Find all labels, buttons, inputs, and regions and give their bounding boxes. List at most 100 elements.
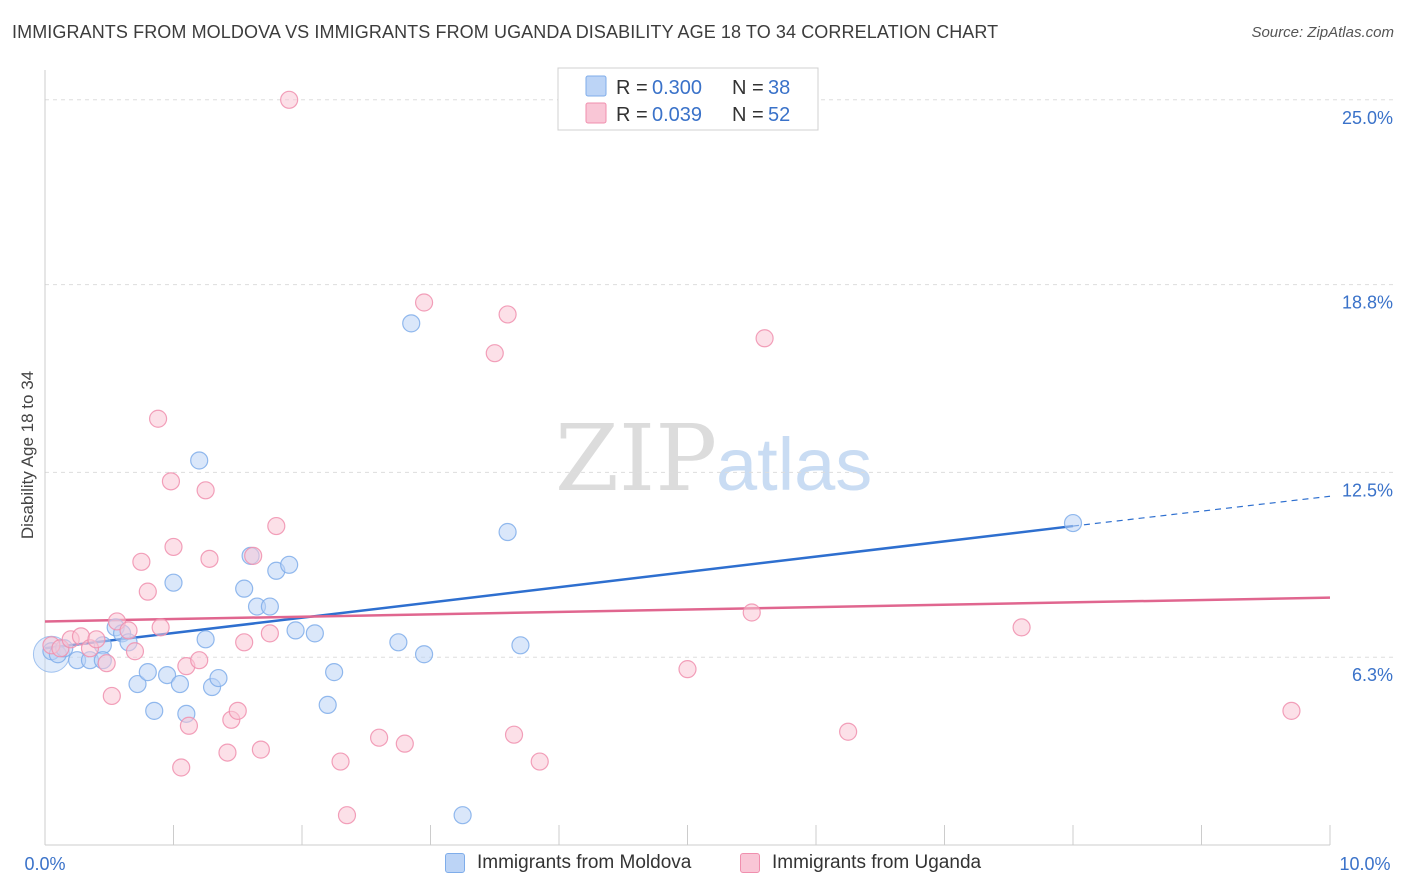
bottom-legend-moldova: Immigrants from Moldova <box>445 852 691 874</box>
uganda-trend-line <box>44 596 1331 623</box>
x-tick-label-min: 0.0% <box>24 854 65 874</box>
legend-uganda-n-label: N = <box>732 104 764 126</box>
uganda-point <box>742 603 761 622</box>
uganda-point <box>119 621 138 640</box>
moldova-point <box>305 624 324 643</box>
uganda-point <box>172 758 191 777</box>
moldova-point <box>190 451 209 470</box>
uganda-point <box>498 305 517 324</box>
uganda-point <box>251 740 270 759</box>
legend-uganda-r-value: 0.039 <box>652 104 702 126</box>
uganda-point <box>244 546 263 565</box>
x-tick-label-max: 10.0% <box>1339 854 1390 874</box>
uganda-point <box>164 537 183 557</box>
legend-moldova-r-value: 0.300 <box>652 77 702 99</box>
grid-lines <box>45 99 1395 658</box>
y-axis-label: Disability Age 18 to 34 <box>18 371 37 539</box>
uganda-point <box>280 90 299 109</box>
moldova-point <box>511 636 530 655</box>
legend-moldova-n-label: N = <box>732 77 764 99</box>
moldova-point <box>498 522 517 542</box>
y-tick-label: 18.8% <box>1342 293 1393 313</box>
moldova-point <box>286 621 305 640</box>
uganda-point <box>414 293 434 312</box>
uganda-point <box>151 618 170 637</box>
moldova-point <box>128 674 147 694</box>
y-tick-label: 25.0% <box>1342 108 1393 128</box>
uganda-point <box>370 728 389 747</box>
uganda-point <box>235 633 254 652</box>
watermark-atlas: atlas <box>716 423 872 506</box>
uganda-point <box>839 722 858 741</box>
bottom-legend: Immigrants from Moldova Immigrants from … <box>0 852 1406 878</box>
moldova-trend-line <box>44 524 1074 650</box>
moldova-point <box>145 701 164 720</box>
source-credit: Source: ZipAtlas.com <box>1251 24 1394 41</box>
uganda-point <box>260 624 279 643</box>
uganda-point <box>218 743 237 762</box>
tick-labels: 6.3% 12.5% 18.8% 25.0% 0.0% 10.0% <box>24 108 1393 874</box>
legend-uganda-r-label: R = <box>616 104 648 126</box>
uganda-point <box>132 552 151 571</box>
uganda-point <box>267 516 286 536</box>
uganda-point <box>161 472 181 491</box>
moldova-point <box>389 633 408 652</box>
moldova-point <box>414 645 434 664</box>
y-tick-label: 12.5% <box>1342 480 1393 500</box>
moldova-point <box>209 668 228 688</box>
uganda-point <box>755 329 774 348</box>
moldova-point <box>1063 513 1083 533</box>
bottom-legend-label-uganda: Immigrants from Uganda <box>772 852 982 873</box>
uganda-point <box>337 806 357 825</box>
data-points <box>32 90 1301 825</box>
legend-swatch-uganda <box>585 102 607 124</box>
moldova-point <box>196 630 215 649</box>
bottom-legend-uganda: Immigrants from Uganda <box>740 852 981 874</box>
legend: R = 0.300 N = 38 R = 0.039 N = 52 <box>557 67 819 131</box>
uganda-point <box>190 651 209 670</box>
uganda-point <box>102 686 121 706</box>
trend-lines <box>44 495 1331 650</box>
uganda-point <box>97 654 116 673</box>
moldova-point <box>138 663 157 682</box>
uganda-point <box>179 716 199 735</box>
y-tick-label: 6.3% <box>1352 665 1393 685</box>
legend-moldova-r-label: R = <box>616 77 648 99</box>
chart-title: IMMIGRANTS FROM MOLDOVA VS IMMIGRANTS FR… <box>12 22 999 42</box>
uganda-point <box>228 701 247 720</box>
moldova-point <box>453 806 472 825</box>
bottom-legend-label-moldova: Immigrants from Moldova <box>477 852 692 873</box>
moldova-point <box>280 555 299 574</box>
uganda-point <box>148 409 168 428</box>
uganda-point <box>530 752 549 771</box>
moldova-point <box>164 573 183 592</box>
bottom-legend-swatch-moldova <box>445 853 465 873</box>
moldova-point <box>260 597 279 616</box>
moldova-point <box>157 665 177 685</box>
uganda-point <box>200 549 219 568</box>
moldova-point <box>170 674 190 694</box>
uganda-point <box>1282 701 1301 720</box>
legend-swatch-moldova <box>585 75 607 97</box>
bottom-legend-swatch-uganda <box>740 853 760 873</box>
moldova-point <box>325 663 344 682</box>
watermark-zip: ZIP <box>555 405 717 512</box>
uganda-point <box>485 344 504 363</box>
uganda-point <box>138 582 157 601</box>
legend-uganda-n-value: 52 <box>768 104 790 126</box>
legend-moldova-n-value: 38 <box>768 77 790 99</box>
axes <box>44 70 1331 846</box>
uganda-point <box>196 481 215 500</box>
uganda-point <box>87 630 106 649</box>
moldova-point <box>235 579 254 598</box>
uganda-point <box>1012 618 1031 637</box>
uganda-point <box>125 642 145 661</box>
moldova-trend-extension <box>1072 495 1331 527</box>
uganda-point <box>504 725 524 744</box>
moldova-point <box>402 314 421 333</box>
moldova-point <box>318 695 337 715</box>
uganda-point <box>331 752 350 771</box>
uganda-point <box>395 734 414 753</box>
uganda-point <box>678 660 697 679</box>
